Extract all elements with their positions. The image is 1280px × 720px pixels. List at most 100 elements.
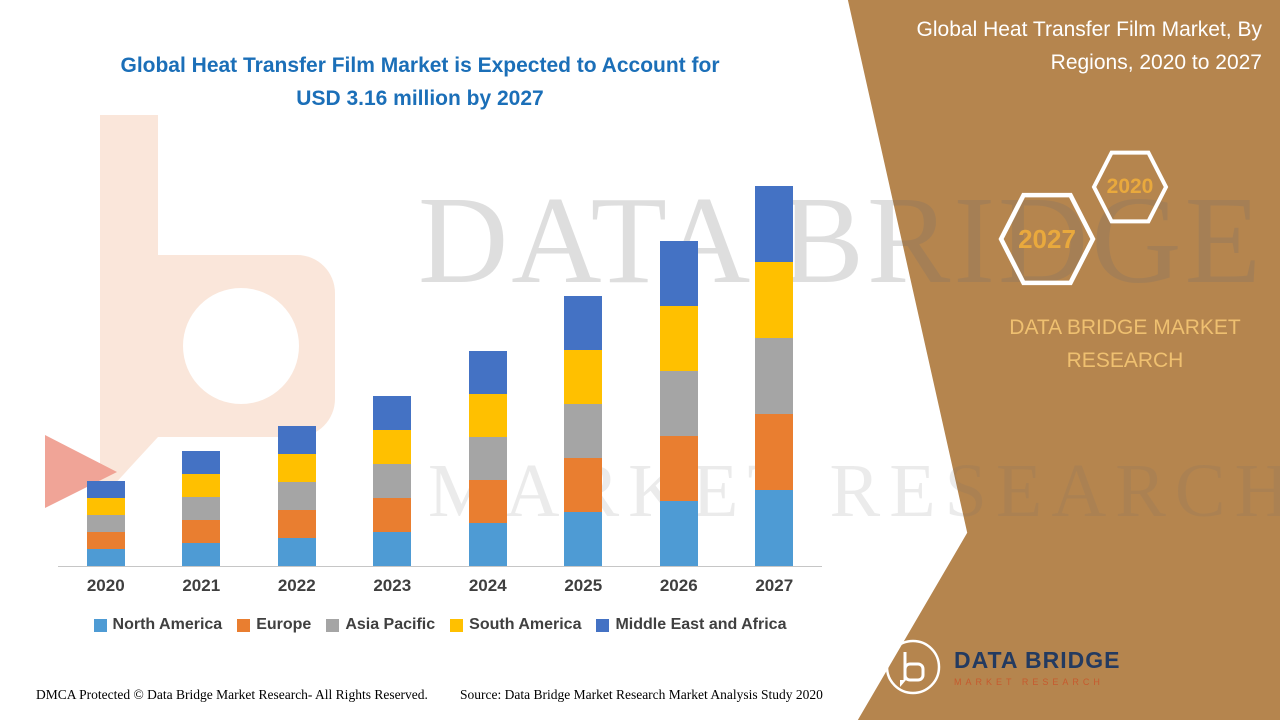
- logo-texts: DATA BRIDGE MARKET RESEARCH: [954, 647, 1120, 687]
- bar-column-2022: [249, 426, 345, 566]
- data-bridge-logo-icon: [885, 639, 941, 695]
- bar-segment-europe-2022: [277, 510, 316, 538]
- brand-text: DATA BRIDGE MARKET RESEARCH: [1000, 312, 1250, 377]
- legend-swatch-icon: [326, 618, 340, 632]
- logo-title: DATA BRIDGE: [954, 647, 1121, 673]
- stacked-bar-2020: [86, 481, 125, 566]
- bar-segment-south-america-2020: [86, 498, 125, 515]
- watermark-data-bridge-text: DATA BRIDGE: [418, 172, 1264, 310]
- bar-segment-south-america-2023: [373, 430, 412, 464]
- bar-segment-north-america-2027: [755, 490, 794, 566]
- bar-segment-europe-2024: [468, 480, 507, 523]
- bar-segment-middle-east-and-africa-2025: [564, 296, 603, 350]
- bar-segment-middle-east-and-africa-2021: [182, 451, 221, 474]
- bar-column-2026: [631, 241, 727, 566]
- bar-segment-asia-pacific-2023: [373, 464, 412, 498]
- bar-segment-europe-2026: [659, 436, 698, 501]
- bar-segment-north-america-2026: [659, 501, 698, 566]
- bar-segment-north-america-2020: [86, 549, 125, 566]
- bar-segment-middle-east-and-africa-2026: [659, 241, 698, 306]
- x-axis-label-2027: 2027: [755, 576, 794, 595]
- bar-segment-south-america-2026: [659, 306, 698, 371]
- bar-segment-asia-pacific-2020: [86, 515, 125, 532]
- legend-label: Middle East and Africa: [615, 616, 787, 633]
- stacked-bar-2027: [755, 186, 794, 566]
- x-axis-label-2025: 2025: [564, 576, 603, 595]
- bar-segment-asia-pacific-2027: [755, 338, 794, 414]
- legend-item-europe: Europe: [237, 616, 311, 634]
- hexagon-outline-icon: [1091, 150, 1169, 224]
- bar-segment-asia-pacific-2024: [468, 437, 507, 480]
- legend-label: South America: [469, 616, 582, 633]
- legend-label: Asia Pacific: [345, 616, 436, 633]
- hexagon-2020-label: 2020: [1106, 175, 1154, 198]
- bar-segment-north-america-2023: [373, 532, 412, 566]
- hexagon-2027-label: 2027: [1018, 223, 1076, 254]
- bar-segment-europe-2027: [755, 414, 794, 490]
- logo-subtitle: MARKET RESEARCH: [954, 677, 1104, 687]
- legend-label: Europe: [256, 616, 312, 633]
- panel-title: Global Heat Transfer Film Market, By Reg…: [890, 14, 1262, 79]
- panel-title-line1: Global Heat Transfer Film Market,: [916, 18, 1232, 41]
- bar-segment-asia-pacific-2022: [277, 482, 316, 510]
- x-axis-label-2022: 2022: [277, 576, 316, 595]
- source-note: Source: Data Bridge Market Research Mark…: [460, 687, 823, 702]
- x-axis-label-2024: 2024: [468, 576, 507, 595]
- bars-area: [58, 178, 822, 566]
- bar-segment-south-america-2027: [755, 262, 794, 338]
- brand-text-line2: RESEARCH: [1066, 348, 1184, 372]
- stacked-bar-2023: [373, 396, 412, 566]
- legend-swatch-icon: [237, 618, 251, 632]
- bar-segment-south-america-2022: [277, 454, 316, 482]
- bar-column-2027: [727, 186, 823, 566]
- legend-swatch-icon: [596, 618, 610, 632]
- bar-segment-north-america-2024: [468, 523, 507, 566]
- bar-column-2020: [58, 481, 154, 566]
- bar-segment-north-america-2021: [182, 543, 221, 566]
- bar-segment-south-america-2025: [564, 350, 603, 404]
- bar-segment-europe-2025: [564, 458, 603, 512]
- company-logo: DATA BRIDGE MARKET RESEARCH: [884, 638, 1120, 696]
- bar-segment-europe-2021: [182, 520, 221, 543]
- bar-segment-middle-east-and-africa-2020: [86, 481, 125, 498]
- stacked-bar-2022: [277, 426, 316, 566]
- dmca-notice: DMCA Protected © Data Bridge Market Rese…: [36, 687, 428, 702]
- hexagon-outline-icon: [998, 192, 1096, 286]
- legend-item-north-america: North America: [93, 616, 222, 634]
- chart-legend: North America Europe Asia Pacific South Ame…: [58, 616, 822, 634]
- bar-segment-south-america-2021: [182, 474, 221, 497]
- stacked-bar-2025: [564, 296, 603, 566]
- panel-title-line2: By Regions, 2020 to 2027: [1050, 18, 1262, 74]
- stacked-bar-2026: [659, 241, 698, 566]
- x-axis: 2020 2021 2022 2023 2024 2025 2026 2027: [58, 566, 822, 596]
- bar-segment-asia-pacific-2021: [182, 497, 221, 520]
- bar-column-2023: [345, 396, 441, 566]
- x-axis-label-2021: 2021: [182, 576, 221, 595]
- legend-swatch-icon: [93, 618, 107, 632]
- chart-title-line2: USD 3.16 million by 2027: [296, 86, 544, 110]
- legend-swatch-icon: [450, 618, 464, 632]
- bar-segment-north-america-2025: [564, 512, 603, 566]
- stacked-bar-2024: [468, 351, 507, 566]
- bar-segment-asia-pacific-2025: [564, 404, 603, 458]
- x-axis-label-2020: 2020: [86, 576, 125, 595]
- stacked-bar-chart: 2020 2021 2022 2023 2024 2025 2026 2027: [58, 178, 822, 596]
- bar-column-2024: [440, 351, 536, 566]
- x-axis-label-2023: 2023: [373, 576, 412, 595]
- bar-segment-europe-2023: [373, 498, 412, 532]
- legend-item-middle-east-and-africa: Middle East and Africa: [596, 616, 786, 634]
- watermark-b-logo-icon: [45, 100, 345, 510]
- bar-segment-asia-pacific-2026: [659, 371, 698, 436]
- bar-column-2025: [536, 296, 632, 566]
- chart-title: Global Heat Transfer Film Market is Expe…: [80, 50, 760, 115]
- hexagon-2020: 2020: [1090, 148, 1170, 226]
- legend-item-asia-pacific: Asia Pacific: [326, 616, 435, 634]
- stacked-bar-2021: [182, 451, 221, 566]
- x-axis-label-2026: 2026: [659, 576, 698, 595]
- bar-segment-middle-east-and-africa-2024: [468, 351, 507, 394]
- bar-segment-europe-2020: [86, 532, 125, 549]
- bar-segment-north-america-2022: [277, 538, 316, 566]
- chart-title-line1: Global Heat Transfer Film Market is Expe…: [120, 54, 720, 77]
